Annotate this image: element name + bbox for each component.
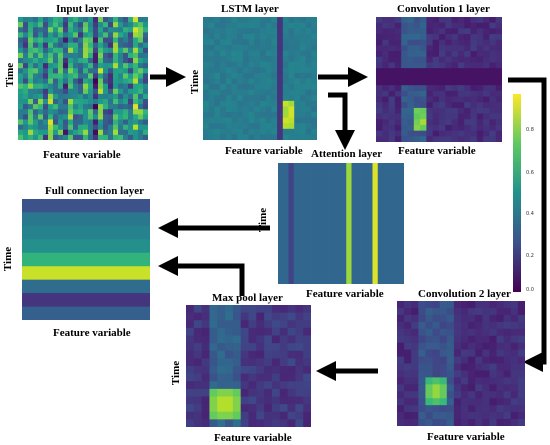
arrow-maxpool-to-full (158, 256, 245, 296)
attention-layer-xlabel: Feature variable (306, 288, 384, 300)
heatmap-cells (18, 17, 148, 140)
input-layer-xlabel: Feature variable (43, 149, 121, 161)
attention-layer-heatmap (278, 163, 404, 284)
conv2-layer-xlabel: Feature variable (427, 431, 505, 443)
conv1-layer-heatmap (376, 17, 502, 142)
arrow-conv1-to-conv2 (508, 77, 547, 372)
lstm-layer-ylabel: Time (189, 69, 201, 95)
conv1-layer-title: Convolution 1 layer (397, 3, 490, 15)
heatmap-cells (186, 305, 311, 427)
colorbar-tick: 0.6 (526, 170, 534, 176)
lstm-layer-heatmap (203, 17, 317, 140)
attention-layer-ylabel: Time (257, 207, 269, 233)
heatmap-cells (22, 199, 150, 320)
colorbar (513, 94, 521, 292)
input-layer-title: Input layer (56, 3, 109, 15)
attention-layer-title: Attention layer (311, 148, 383, 160)
full-layer-heatmap (22, 199, 150, 320)
conv2-layer-heatmap (397, 301, 525, 426)
full-layer-ylabel: Time (2, 246, 14, 272)
maxpool-layer-ylabel: Time (170, 360, 182, 386)
full-layer-xlabel: Feature variable (53, 327, 131, 339)
arrow-lstm-to-attention (328, 92, 355, 150)
maxpool-layer-heatmap (186, 305, 311, 427)
conv1-layer-xlabel: Feature variable (398, 145, 476, 157)
lstm-layer-title: LSTM layer (221, 3, 279, 15)
heatmap-cells (203, 17, 317, 140)
colorbar-tick: 0.4 (526, 211, 534, 217)
colorbar-tick: 0.8 (526, 127, 534, 133)
conv2-layer-title: Convolution 2 layer (418, 288, 511, 300)
colorbar-tick: 0.2 (526, 253, 534, 259)
colorbar-tick: 0.0 (526, 287, 534, 293)
heatmap-cells (397, 301, 525, 426)
input-layer-heatmap (18, 17, 148, 140)
full-layer-title: Full connection layer (45, 185, 144, 197)
input-layer-ylabel: Time (4, 62, 16, 88)
maxpool-layer-xlabel: Feature variable (214, 432, 292, 444)
heatmap-cells (278, 163, 404, 284)
maxpool-layer-title: Max pool layer (212, 292, 283, 304)
heatmap-cells (376, 17, 502, 142)
lstm-layer-xlabel: Feature variable (225, 145, 303, 157)
